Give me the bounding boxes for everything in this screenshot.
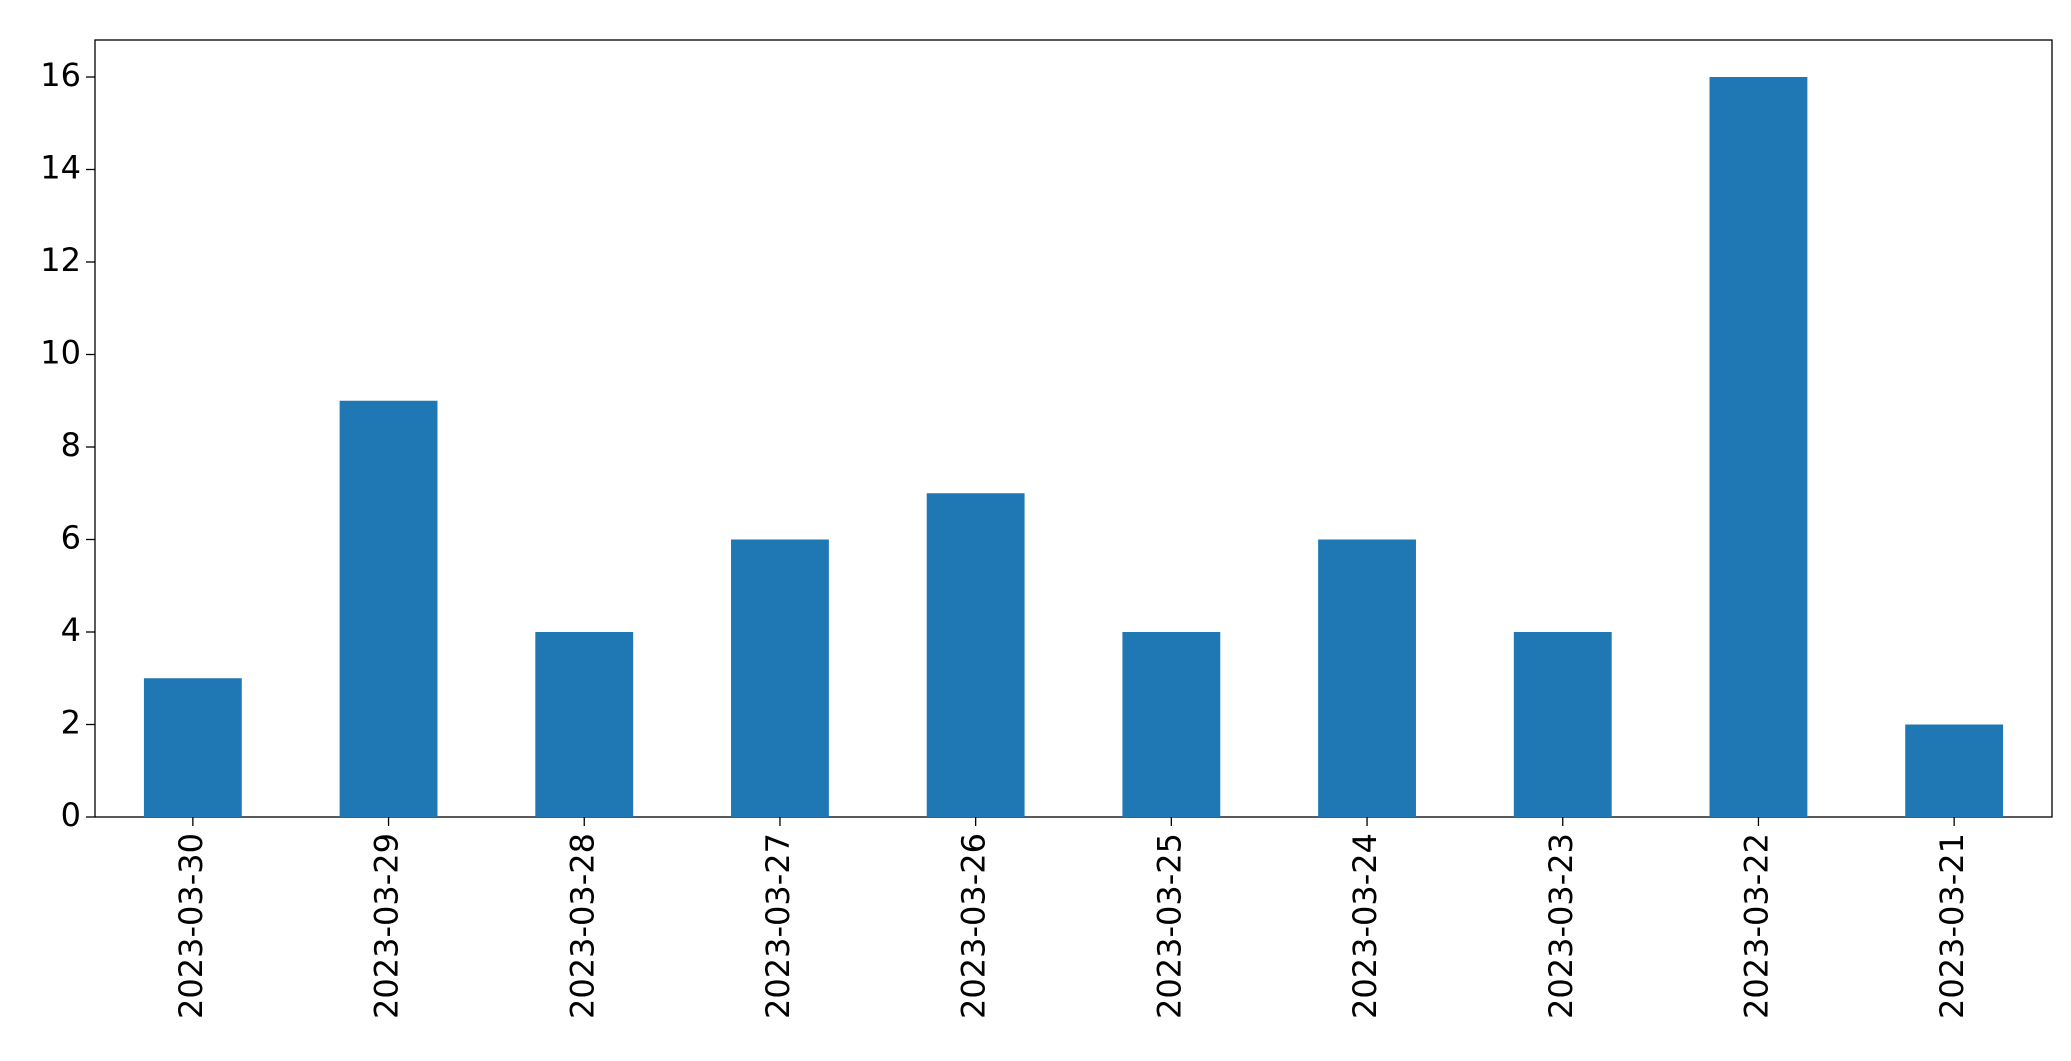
bar bbox=[143, 678, 242, 817]
y-tick-label: 10 bbox=[40, 334, 81, 372]
bar bbox=[1709, 77, 1808, 817]
bar bbox=[1122, 632, 1221, 817]
bar bbox=[1513, 632, 1612, 817]
x-tick-label: 2023-03-24 bbox=[1346, 833, 1384, 1019]
x-tick-label: 2023-03-30 bbox=[172, 833, 210, 1019]
y-tick-label: 8 bbox=[61, 426, 81, 464]
plot-frame bbox=[94, 39, 2053, 818]
x-tick-label: 2023-03-25 bbox=[1150, 833, 1188, 1019]
x-tick-label: 2023-03-28 bbox=[563, 833, 601, 1019]
bar bbox=[731, 539, 829, 817]
bar bbox=[1905, 724, 2004, 817]
y-tick-label: 4 bbox=[61, 611, 81, 649]
x-tick-label: 2023-03-26 bbox=[955, 833, 993, 1019]
y-tick-label: 0 bbox=[61, 796, 81, 834]
x-tick-label: 2023-03-21 bbox=[1933, 833, 1971, 1019]
bar bbox=[1318, 539, 1416, 817]
bar bbox=[339, 400, 438, 817]
y-tick-label: 6 bbox=[61, 519, 81, 557]
x-tick-label: 2023-03-22 bbox=[1737, 833, 1775, 1019]
x-tick-label: 2023-03-27 bbox=[759, 833, 797, 1019]
bar bbox=[535, 632, 634, 817]
y-tick-label: 14 bbox=[40, 149, 81, 187]
x-tick-label: 2023-03-29 bbox=[368, 833, 406, 1019]
y-tick-label: 16 bbox=[40, 56, 81, 94]
y-tick-label: 2 bbox=[61, 704, 81, 742]
x-tick-label: 2023-03-23 bbox=[1542, 833, 1580, 1019]
bar bbox=[926, 493, 1025, 817]
y-tick-label: 12 bbox=[40, 241, 81, 279]
